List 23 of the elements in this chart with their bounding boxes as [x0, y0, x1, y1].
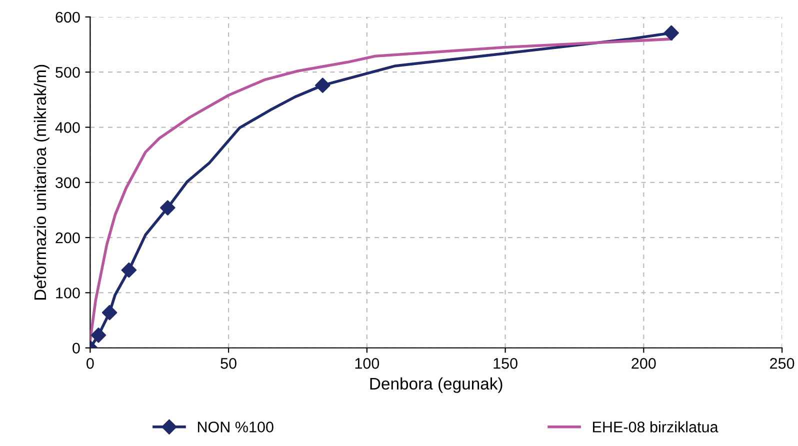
point	[664, 25, 679, 41]
point	[90, 328, 106, 343]
point	[102, 304, 118, 320]
x-tick-label: 150	[494, 358, 518, 369]
legend-label: EHE-08 birziklatua	[593, 421, 718, 432]
x-tick-label: 250	[770, 358, 794, 369]
y-tick-label: 600	[56, 12, 80, 23]
y-axis-title: Deformazio unitarioa (mikrak/m)	[34, 64, 50, 300]
y-tick-label: 500	[56, 66, 80, 78]
legend-label: NON %100	[198, 422, 274, 432]
y-tick-label: 0	[72, 342, 80, 354]
y-tick-label: 400	[55, 122, 80, 133]
y-tick-label: 100	[56, 288, 80, 298]
y-tick-label: 200	[56, 232, 80, 244]
point	[315, 78, 330, 93]
x-tick-label: 200	[632, 358, 656, 369]
x-tick-label: 0	[86, 358, 94, 369]
x-tick-label: 100	[355, 358, 380, 369]
point	[121, 262, 137, 278]
point	[160, 200, 176, 216]
x-tick-label: 50	[220, 358, 236, 369]
x-axis-title: Denbora (egunak)	[370, 377, 502, 393]
y-tick-label: 300	[56, 177, 80, 188]
